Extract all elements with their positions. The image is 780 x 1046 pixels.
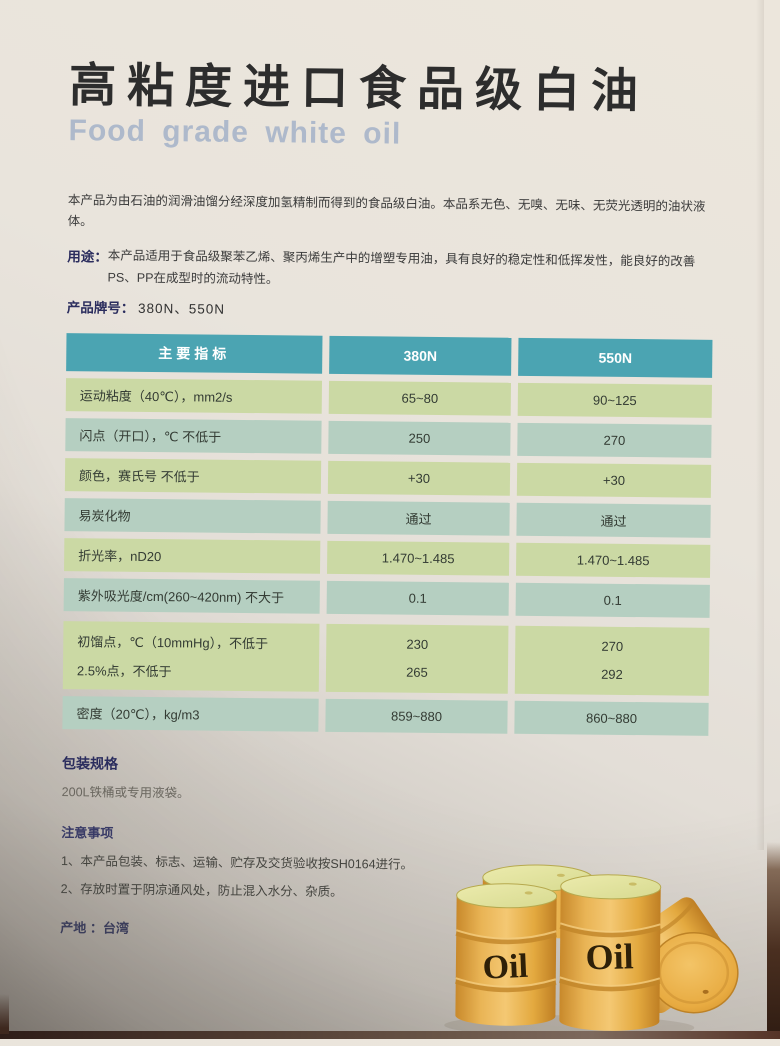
row-value-380n: 230 265 [325,623,509,694]
row-value-380n: 250 [328,420,511,456]
row-label: 初馏点，℃（10mmHg），不低于 2.5%点，不低于 [62,620,320,692]
row-value-380n: 1.470~1.485 [327,540,510,576]
row-value-550n: 270 [517,422,712,458]
row-value-550n: 0.1 [515,582,710,618]
row-label: 紫外吸光度/cm(260~420nm) 不大于 [63,577,320,614]
usage-label: 用途： [67,249,108,265]
origin-label: 产地 ： [60,919,103,936]
row-value-380n: 0.1 [326,580,509,616]
oil-barrels-illustration: Oil Oil [444,864,739,1038]
photo-edge-bottom [0,1031,780,1039]
row-value-380n: 65~80 [328,380,512,416]
row-label-line2: 2.5%点，不低于 [76,663,172,680]
page-content: 高粘度进口食品级白油 Food grade white oil 本产品为由石油的… [60,58,713,936]
photo-edge-corner [0,994,9,1034]
column-header-380n: 380N [329,335,512,376]
row-value-550n: 860~880 [514,700,709,736]
row-value-550n: 通过 [516,502,711,538]
intro-paragraph: 本产品为由石油的润滑油馏分经深度加氢精制而得到的食品级白油。本品系无色、无嗅、无… [67,193,706,229]
row-value-line2: 292 [601,666,623,683]
table-row: 运动粘度（40℃），mm2/s 65~80 90~125 [65,377,713,418]
photo-edge-right [767,842,780,1039]
oil-label-middle: Oil [585,936,634,977]
barrel-front-left: Oil [454,883,558,1026]
spec-table: 主要指标 380N 550N 运动粘度（40℃），mm2/s 65~80 90~… [62,332,713,736]
row-label: 闪点（开口），℃ 不低于 [65,417,322,454]
page-edge-shadow [756,0,764,850]
row-value-550n: 1.470~1.485 [515,542,711,578]
packaging-section: 包装规格 200L铁桶或专用液袋。 [62,753,708,807]
table-row: 闪点（开口），℃ 不低于 250 270 [65,417,712,458]
packaging-title: 包装规格 [61,754,119,772]
row-label: 折光率，nD20 [64,537,321,574]
row-value-line2: 265 [406,664,428,680]
column-header-main: 主要指标 [66,332,323,374]
row-label: 易炭化物 [64,497,321,534]
table-row: 密度（20℃），kg/m3 859~880 860~880 [62,695,709,736]
usage-row: 用途： 本产品适用于食品级聚苯乙烯、聚丙烯生产中的增塑专用油，具有良好的稳定性和… [67,245,713,296]
table-row-double: 初馏点，℃（10mmHg），不低于 2.5%点，不低于 230 265 270 … [62,620,710,696]
row-value-550n: 90~125 [517,382,713,418]
notes-title: 注意事项 [61,824,114,841]
row-value-380n: +30 [327,460,511,496]
row-label: 运动粘度（40℃），mm2/s [65,377,323,414]
row-value-line1: 270 [601,639,624,655]
table-row: 颜色，赛氏号 不低于 +30 +30 [64,457,712,498]
row-value-550n: 270 292 [514,625,710,696]
page-title: 高粘度进口食品级白油 [68,58,650,118]
brand-value: 380N、550N [137,300,226,317]
row-value-line1: 230 [406,637,429,653]
column-header-550n: 550N [518,337,713,378]
row-value-550n: +30 [516,462,712,498]
oil-label-left: Oil [482,948,529,987]
table-row: 折光率，nD20 1.470~1.485 1.470~1.485 [64,537,711,578]
row-label-line1: 初馏点，℃（10mmHg），不低于 [77,634,269,652]
barrel-front-middle: Oil [558,874,662,1031]
row-value-380n: 通过 [327,500,510,536]
row-label: 颜色，赛氏号 不低于 [64,457,322,494]
row-value-380n: 859~880 [325,698,508,734]
origin-value: 台湾 [102,920,130,936]
table-row: 易炭化物 通过 通过 [64,497,711,538]
brand-row: 产品牌号： 380N、550N [67,296,713,323]
page-subtitle: Food grade white oil [68,114,402,151]
usage-text: 本产品适用于食品级聚苯乙烯、聚丙烯生产中的增塑专用油，具有良好的稳定性和低挥发性… [107,248,696,287]
row-label: 密度（20℃），kg/m3 [62,695,319,732]
brand-label: 产品牌号： [66,299,135,316]
packaging-text: 200L铁桶或专用液袋。 [61,784,190,801]
table-row: 紫外吸光度/cm(260~420nm) 不大于 0.1 0.1 [63,577,710,618]
spec-table-header: 主要指标 380N 550N [66,332,713,378]
